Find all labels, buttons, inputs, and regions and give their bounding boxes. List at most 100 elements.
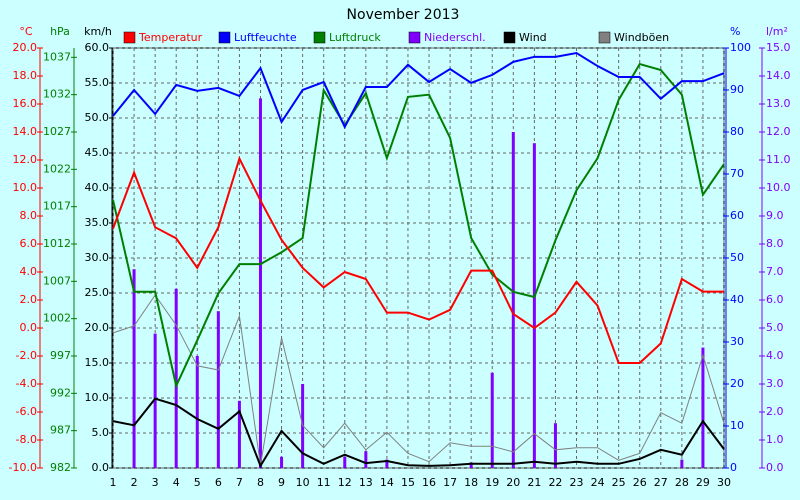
line [112, 62, 725, 389]
x-tick-label: 6 [215, 476, 222, 489]
x-tick-label: 27 [654, 476, 668, 489]
bar [490, 372, 494, 468]
y-tick-label: -4.0 [16, 377, 37, 390]
y-tick-label: 50 [730, 251, 744, 264]
x-tick-label: 7 [236, 476, 243, 489]
x-tick-label: 9 [278, 476, 285, 489]
x-tick-label: 10 [296, 476, 310, 489]
y-tick-label: 4.0 [20, 265, 38, 278]
x-tick-label: 14 [380, 476, 394, 489]
y-tick-label: 1002 [43, 312, 71, 325]
y-tick-label: 1012 [43, 237, 71, 250]
y-tick-label: 5.0 [766, 321, 784, 334]
y-tick-label: 2.0 [20, 293, 38, 306]
legend-swatch [408, 31, 421, 44]
x-tick-label: 26 [633, 476, 647, 489]
y-tick-label: 50.0 [85, 111, 110, 124]
y-tick-label: 1027 [43, 125, 71, 138]
x-tick-label: 21 [527, 476, 541, 489]
y-tick-label: 11.0 [766, 153, 791, 166]
y-tick-label: 55.0 [85, 76, 110, 89]
bar [216, 311, 220, 468]
y-tick-label: 13.0 [766, 97, 791, 110]
x-tick-label: 25 [612, 476, 626, 489]
y-tick-label: 1032 [43, 88, 71, 101]
bar [153, 333, 157, 468]
legend-label: Windböen [614, 31, 669, 44]
y-tick-label: -10.0 [9, 461, 37, 474]
y-tick-label: 987 [50, 424, 71, 437]
y-tick-label: 30.0 [85, 251, 110, 264]
x-tick-label: 16 [422, 476, 436, 489]
legend-label: Luftdruck [329, 31, 381, 44]
line [112, 397, 725, 469]
y-tick-label: 6.0 [766, 293, 784, 306]
line [112, 51, 725, 130]
x-tick-label: 13 [359, 476, 373, 489]
bar [195, 356, 199, 468]
y-tick-label: 35.0 [85, 216, 110, 229]
y-tick-label: 982 [50, 461, 71, 474]
y-tick-label: 20.0 [85, 321, 110, 334]
y-tick-label: 1007 [43, 274, 71, 287]
y-tick-label: 0.0 [20, 321, 38, 334]
y-tick-label: 8.0 [20, 209, 38, 222]
y-tick-label: 9.0 [766, 209, 784, 222]
x-tick-label: 11 [317, 476, 331, 489]
y-tick-label: 10.0 [766, 181, 791, 194]
y-tick-label: 30 [730, 335, 744, 348]
y-tick-label: 8.0 [766, 237, 784, 250]
y-tick-label: 5.0 [92, 426, 110, 439]
y-tick-label: 1022 [43, 162, 71, 175]
y-tick-label: 0.0 [92, 461, 110, 474]
y-tick-label: 12.0 [13, 153, 38, 166]
bar [385, 459, 389, 468]
y-tick-label: 1037 [43, 50, 71, 63]
bar [532, 143, 536, 468]
y-tick-label: 45.0 [85, 146, 110, 159]
y-tick-label: 1017 [43, 200, 71, 213]
y-tick-label: 90 [730, 83, 744, 96]
bar [343, 456, 347, 468]
y-tick-label: 1.0 [766, 433, 784, 446]
y-tick-label: 15.0 [85, 356, 110, 369]
x-tick-label: 28 [675, 476, 689, 489]
bar [237, 400, 241, 468]
legend-label: Luftfeuchte [234, 31, 297, 44]
x-tick-label: 17 [443, 476, 457, 489]
legend-label: Niederschl. [424, 31, 486, 44]
y-tick-label: 14.0 [766, 69, 791, 82]
y-tick-label: 100 [730, 41, 751, 54]
y-tick-label: 6.0 [20, 237, 38, 250]
y-tick-label: 0.0 [766, 461, 784, 474]
y-tick-label: 70 [730, 167, 744, 180]
x-tick-label: 18 [464, 476, 478, 489]
y-tick-label: 80 [730, 125, 744, 138]
x-tick-label: 20 [506, 476, 520, 489]
x-tick-label: 5 [194, 476, 201, 489]
x-tick-label: 30 [717, 476, 731, 489]
y-tick-label: 0 [730, 461, 737, 474]
bar [132, 269, 136, 468]
y-tick-label: 14.0 [13, 125, 38, 138]
x-tick-label: 4 [173, 476, 180, 489]
y-tick-label: 12.0 [766, 125, 791, 138]
x-tick-label: 3 [152, 476, 159, 489]
x-tick-label: 15 [401, 476, 415, 489]
y-tick-label: 2.0 [766, 405, 784, 418]
y-tick-label: 7.0 [766, 265, 784, 278]
x-tick-label: 2 [131, 476, 138, 489]
y-tick-label: 25.0 [85, 286, 110, 299]
bar [364, 451, 368, 468]
y-tick-label: 4.0 [766, 349, 784, 362]
bar [680, 459, 684, 468]
bar [553, 423, 557, 468]
x-tick-label: 29 [696, 476, 710, 489]
axis-title: % [730, 25, 740, 38]
y-tick-label: 16.0 [13, 97, 38, 110]
legend-swatch [503, 31, 516, 44]
x-tick-label: 1 [110, 476, 117, 489]
y-tick-label: 40 [730, 293, 744, 306]
bar [701, 347, 705, 468]
